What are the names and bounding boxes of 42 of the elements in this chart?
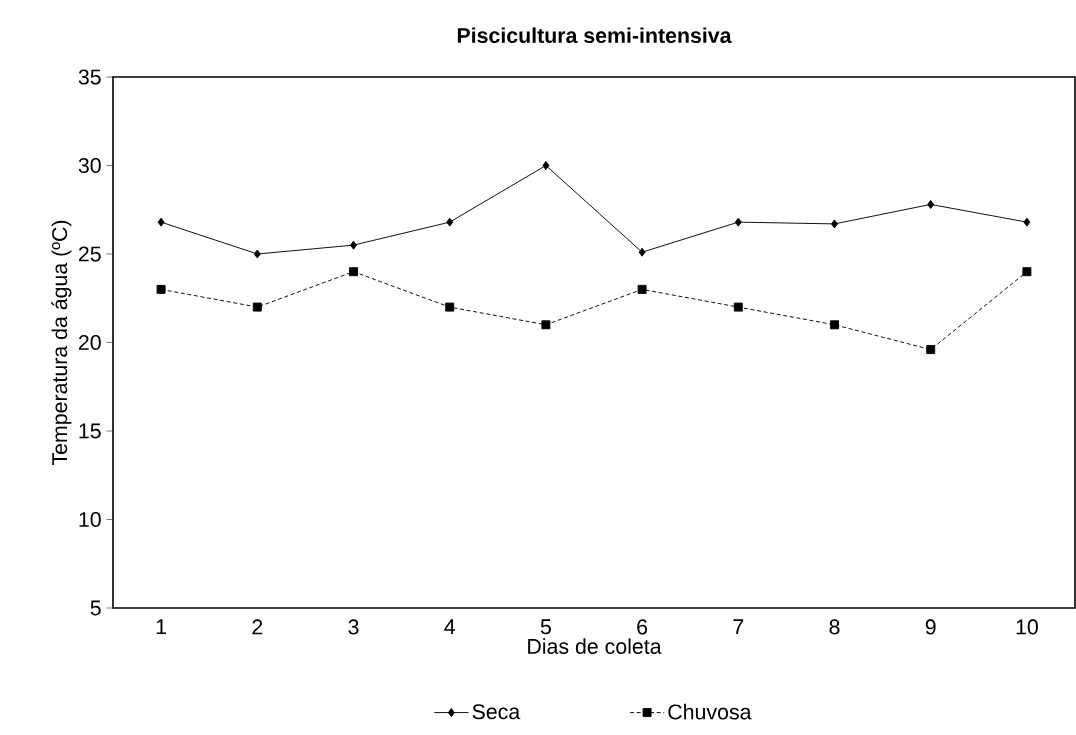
y-axis-title: Temperatura da água (ºC): [51, 220, 72, 466]
x-tick-label: 7: [733, 619, 744, 635]
point: [253, 249, 261, 259]
y-tick-label: 35: [78, 69, 101, 85]
point: [445, 302, 455, 312]
point: [1022, 267, 1032, 277]
point: [157, 217, 165, 227]
point: [638, 247, 646, 257]
y-tick-label: 10: [79, 511, 101, 528]
x-tick-label: 10: [1016, 619, 1038, 635]
x-tick-label: 1: [156, 619, 166, 635]
x-tick-label: 2: [252, 619, 263, 635]
point: [446, 217, 454, 227]
x-axis-title: Dias de coleta: [528, 638, 662, 654]
point: [637, 284, 647, 294]
point: [350, 240, 357, 250]
point: [349, 267, 358, 277]
point: [542, 161, 550, 170]
x-tick-label: 5: [540, 619, 551, 635]
point: [156, 284, 166, 294]
y-tick-label: 25: [78, 246, 101, 262]
x-tick-label: 9: [925, 619, 936, 635]
x-tick-label: 4: [444, 619, 455, 635]
point: [733, 302, 743, 312]
y-tick-label: 30: [78, 157, 101, 174]
x-tick-label: 3: [348, 619, 359, 635]
point: [927, 199, 935, 209]
x-tick-label: 6: [637, 619, 648, 635]
point: [734, 217, 742, 227]
point: [831, 219, 838, 229]
point: [252, 302, 262, 312]
legend-label: Chuvosa: [668, 703, 752, 720]
chart-title: Piscicultura semi-intensiva: [457, 27, 732, 44]
legend-label: Seca: [472, 704, 521, 720]
y-tick-label: 20: [78, 334, 101, 351]
point: [1023, 217, 1031, 227]
point: [926, 345, 936, 355]
x-tick-label: 8: [829, 619, 840, 635]
y-tick-label: 5: [90, 600, 101, 616]
point: [830, 320, 839, 330]
point: [541, 320, 551, 330]
y-tick-label: 15: [79, 423, 101, 439]
